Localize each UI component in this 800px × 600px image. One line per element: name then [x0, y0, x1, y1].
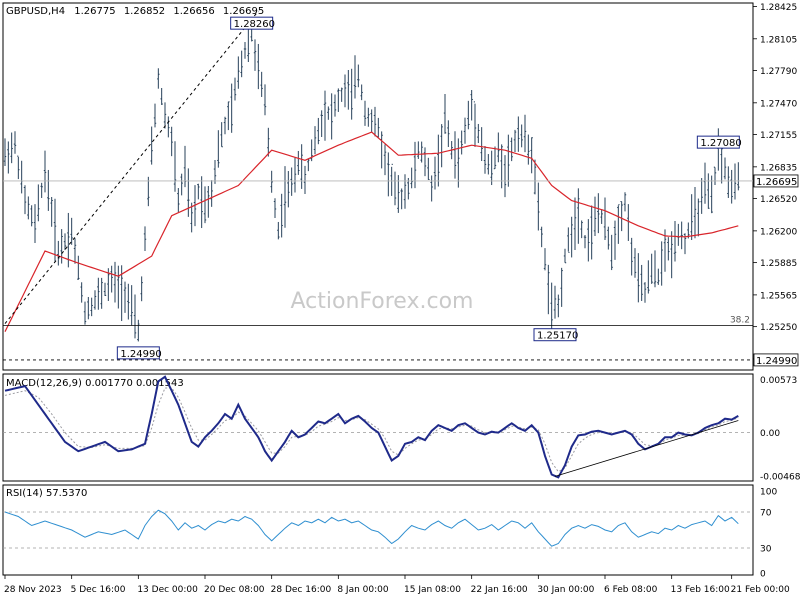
time-axis: 28 Nov 2023 5 Dec 16:00 13 Dec 00:00 20 Dec… [4, 575, 790, 595]
price-high: 1.26852 [124, 6, 165, 17]
dashed-trendline [4, 10, 259, 324]
rsi-y-axis: 100 70 30 0 [760, 488, 777, 580]
price-annotation-box [116, 346, 160, 360]
time-tick-label: 21 Feb 00:00 [731, 585, 790, 595]
price-y-tick-label: 1.25250 [760, 323, 797, 333]
price-y-tick-label: 1.28105 [760, 35, 797, 45]
time-tick-label: 30 Jan 00:00 [537, 585, 594, 595]
time-tick-label: 28 Nov 2023 [4, 585, 62, 595]
rsi-panel: RSI(14) 57.5370 100 70 30 0 [2, 484, 777, 580]
rsi-levels [3, 511, 753, 549]
rsi-panel-frame [2, 484, 754, 576]
price-y-tick-label: 1.27790 [760, 67, 797, 77]
time-tick-label: 13 Feb 16:00 [671, 585, 730, 595]
rsi-line [4, 509, 739, 547]
rsi-y-tick-label: 70 [760, 509, 772, 519]
time-tick-label: 15 Jan 08:00 [404, 585, 461, 595]
price-close: 1.26695 [223, 6, 264, 17]
time-tick-label: 5 Dec 16:00 [71, 585, 126, 595]
low-price-tag-text: 1.24990 [756, 356, 797, 367]
price-annotation: 1.24990 [116, 346, 162, 360]
price-header: GBPUSD,H4 1.26775 1.26852 1.26656 1.2669… [6, 6, 264, 17]
macd-label: MACD(12,26,9) 0.001770 0.001543 [6, 378, 184, 389]
price-y-tick-label: 1.26520 [760, 195, 797, 205]
price-watermark: ActionForex.com [291, 289, 474, 314]
moving-average-line [4, 131, 739, 332]
macd-trendline [554, 420, 739, 477]
price-annotations: 1.28260 1.27080 1.24990 1.25170 [116, 16, 742, 360]
macd-y-tick-label: -0.004685 [760, 473, 800, 483]
price-open: 1.26775 [74, 6, 115, 17]
current-price-tag: 1.26695 [753, 174, 799, 188]
fib-38-2-label: 38.2 [730, 316, 750, 326]
price-y-tick-label: 1.25885 [760, 259, 797, 269]
time-tick-label: 28 Dec 16:00 [271, 585, 332, 595]
price-annotation-label: 1.25170 [537, 331, 578, 342]
macd-y-tick-label: 0.00573 [760, 376, 797, 386]
rsi-y-tick-label: 30 [760, 545, 772, 555]
rsi-y-tick-label: 0 [760, 570, 766, 580]
price-annotation-box [533, 328, 577, 342]
price-annotation-box [696, 135, 740, 149]
price-annotation: 1.27080 [696, 135, 742, 149]
macd-y-axis: 0.00573 0.00 -0.004685 [760, 376, 800, 483]
current-price-tag-text: 1.26695 [756, 177, 797, 188]
rsi-y-tick-label: 100 [760, 488, 777, 498]
price-y-tick-label: 1.28425 [760, 3, 797, 13]
price-y-tick-label: 1.27155 [760, 131, 797, 141]
price-y-tick-label: 1.26835 [760, 163, 797, 173]
price-annotation: 1.28260 [230, 16, 275, 30]
price-bars [3, 25, 740, 342]
price-annotation-label: 1.28260 [234, 19, 275, 30]
price-annotation: 1.25170 [533, 328, 578, 342]
macd-signal-line [4, 387, 739, 473]
price-symbol: GBPUSD,H4 [6, 6, 65, 17]
price-annotation-box [230, 16, 274, 30]
time-tick-label: 20 Dec 08:00 [204, 585, 265, 595]
macd-main-line [4, 375, 739, 479]
price-panel: ActionForex.com GBPUSD,H4 1.26775 1.2685… [2, 2, 799, 371]
price-annotation-label: 1.27080 [700, 138, 741, 149]
price-y-tick-label: 1.25565 [760, 291, 797, 301]
price-low: 1.26656 [173, 6, 214, 17]
time-tick-label: 13 Dec 00:00 [137, 585, 198, 595]
macd-y-tick-label: 0.00 [760, 429, 780, 439]
macd-panel: MACD(12,26,9) 0.001770 0.001543 0.005730… [2, 373, 800, 483]
low-price-tag-box [753, 353, 799, 367]
rsi-label: RSI(14) 57.5370 [6, 488, 87, 499]
low-price-tag: 1.24990 [753, 353, 799, 367]
price-y-tick-label: 1.26200 [760, 227, 797, 237]
current-price-tag-box [753, 174, 799, 188]
price-y-tick-label: 1.27470 [760, 99, 797, 109]
time-tick-label: 6 Feb 08:00 [604, 585, 658, 595]
macd-panel-frame [2, 373, 754, 482]
time-tick-label: 8 Jan 00:00 [337, 585, 389, 595]
time-tick-label: 22 Jan 16:00 [471, 585, 528, 595]
price-annotation-label: 1.24990 [120, 349, 161, 360]
